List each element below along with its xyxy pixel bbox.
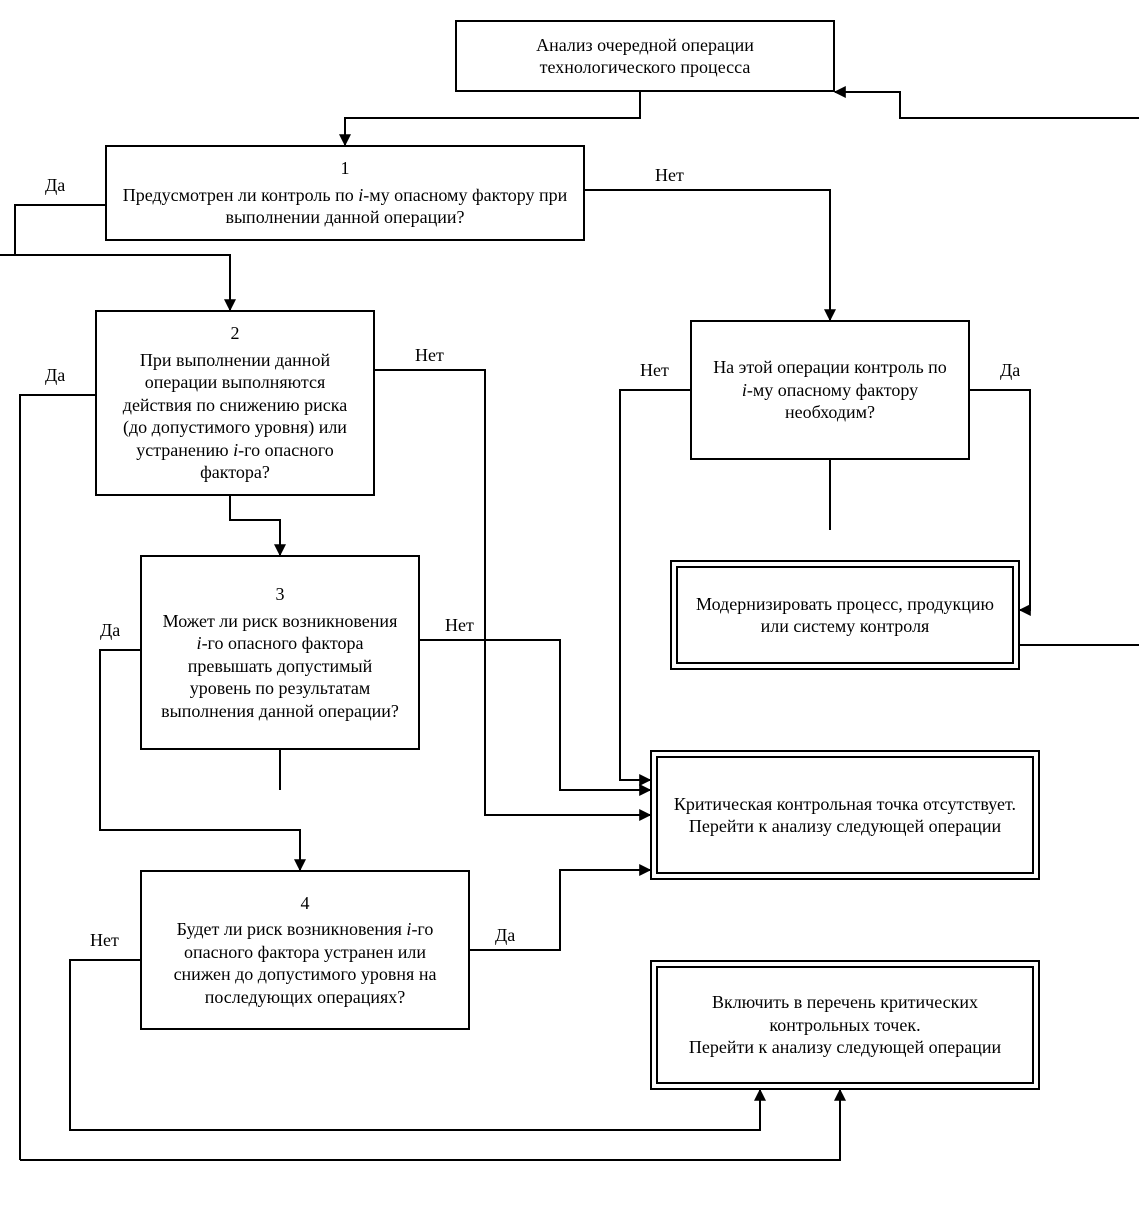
edge-label-e3_yes: Да bbox=[100, 620, 120, 641]
node-number: 4 bbox=[301, 892, 310, 915]
node-number: 3 bbox=[276, 583, 285, 606]
node-text: Модернизировать процесс, продукцию или с… bbox=[690, 593, 1000, 638]
edge-e_feedback bbox=[835, 92, 1139, 118]
node-n3: 3 Может ли риск возникновения i-го опасно… bbox=[140, 555, 420, 750]
flowchart-canvas: Да Нет Да Нет Да Нет Да Нет Да Нет Анализ очередно… bbox=[0, 0, 1139, 1214]
node-text: Критическая контрольная точка отсутствуе… bbox=[674, 793, 1016, 838]
node-nB: Критическая контрольная точка отсутствуе… bbox=[650, 750, 1040, 880]
edge-label-e5_yes: Да bbox=[1000, 360, 1020, 381]
node-nA: Модернизировать процесс, продукцию или с… bbox=[670, 560, 1020, 670]
edge-label-e4_no: Нет bbox=[90, 930, 119, 951]
edge-label-e5_no: Нет bbox=[640, 360, 669, 381]
node-text: Включить в перечень критических контроль… bbox=[670, 991, 1020, 1059]
node-number: 2 bbox=[231, 322, 240, 345]
edge-label-e4_yes: Да bbox=[495, 925, 515, 946]
edge-label-e3_no: Нет bbox=[445, 615, 474, 636]
node-text: Анализ очередной операции технологическо… bbox=[471, 34, 819, 79]
node-number: 1 bbox=[341, 157, 350, 180]
node-text: При выполнении данной операции выполняют… bbox=[111, 349, 359, 484]
edge-e1_yes_b bbox=[0, 255, 230, 310]
node-text: Будет ли риск возникновения i-го опасног… bbox=[156, 918, 454, 1008]
node-text: Может ли риск возникновения i-го опасног… bbox=[156, 610, 404, 723]
edge-e1_no bbox=[585, 190, 830, 320]
edge-e_start_1 bbox=[345, 92, 640, 145]
edge-label-e2_yes: Да bbox=[45, 365, 65, 386]
node-text: На этой операции контроль по i-му опасно… bbox=[706, 356, 954, 424]
edge-label-e1_no: Нет bbox=[655, 165, 684, 186]
edge-label-e1_yes: Да bbox=[45, 175, 65, 196]
edge-e3_no bbox=[420, 640, 650, 790]
edge-label-e2_no: Нет bbox=[415, 345, 444, 366]
node-n4: 4 Будет ли риск возникновения i-го опасно… bbox=[140, 870, 470, 1030]
node-n2: 2 При выполнении данной операции выполняю… bbox=[95, 310, 375, 496]
node-text: Предусмотрен ли контроль по i-му опасном… bbox=[121, 184, 569, 229]
edge-e2_down bbox=[230, 488, 280, 555]
node-n_start: Анализ очередной операции технологическо… bbox=[455, 20, 835, 92]
edge-e1_yes bbox=[15, 205, 105, 255]
edge-e2_yes bbox=[20, 395, 95, 1160]
edge-e_da_merge bbox=[20, 1090, 840, 1160]
node-n5: На этой операции контроль по i-му опасно… bbox=[690, 320, 970, 460]
node-n1: 1 Предусмотрен ли контроль по i-му опасно… bbox=[105, 145, 585, 241]
node-nC: Включить в перечень критических контроль… bbox=[650, 960, 1040, 1090]
